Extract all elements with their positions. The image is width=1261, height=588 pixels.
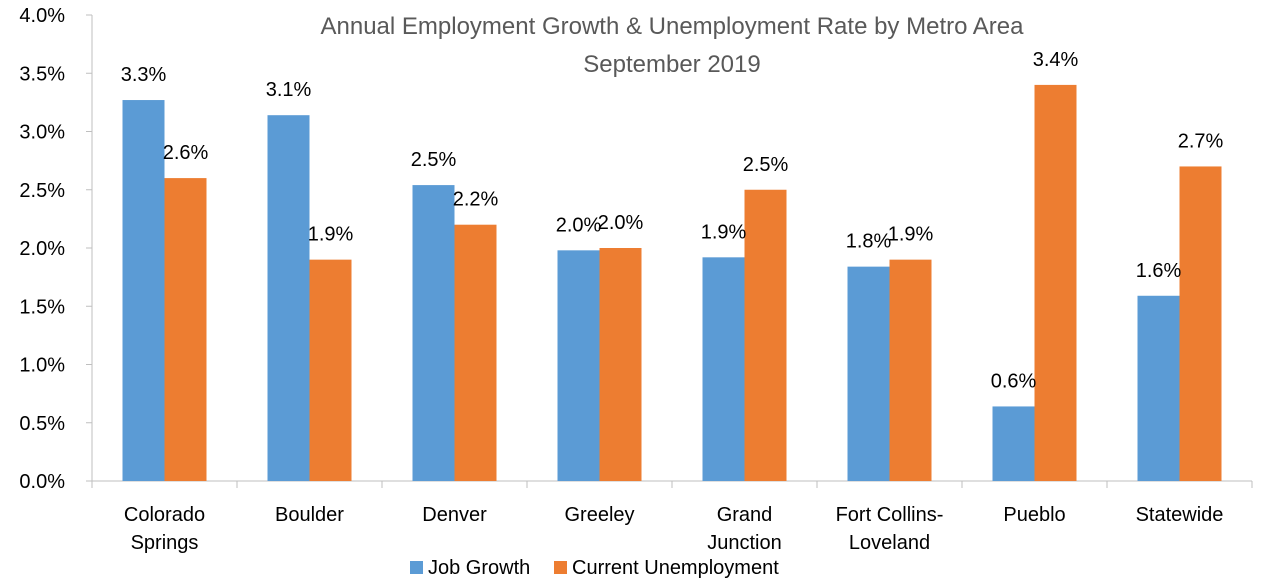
data-label: 2.6%	[163, 142, 209, 164]
data-label: 1.9%	[701, 221, 747, 243]
x-tick-label: Grand Junction	[707, 504, 782, 554]
y-tick-label: 0.0%	[19, 471, 65, 493]
bar-job-growth	[122, 100, 165, 482]
x-tick-label: Denver	[422, 504, 487, 526]
bar-job-growth	[702, 257, 745, 481]
x-tick-label: Boulder	[275, 504, 344, 526]
bar-job-growth	[992, 406, 1035, 481]
bar-job-growth	[267, 115, 310, 481]
y-tick-label: 2.0%	[19, 238, 65, 260]
data-label: 1.6%	[1136, 260, 1182, 282]
chart-subtitle: September 2019	[583, 51, 760, 78]
axes: 0.0% 0.5% 1.0% 1.5% 2.0% 2.5% 3.0% 3.5% 4.0% Colo…	[19, 5, 1253, 554]
legend-label: Current Unemployment	[572, 557, 779, 579]
x-tick-label: Pueblo	[1003, 504, 1065, 526]
legend: Job Growth Current Unemployment	[410, 557, 779, 579]
data-label: 3.1%	[266, 79, 312, 101]
data-label: 2.2%	[453, 189, 499, 211]
x-tick-label: Statewide	[1136, 504, 1224, 526]
bar-current-unemployment	[1034, 84, 1077, 482]
y-tick-label: 1.0%	[19, 355, 65, 377]
data-label: 3.3%	[121, 64, 167, 86]
bar-current-unemployment	[599, 248, 642, 481]
data-label: 2.5%	[411, 149, 457, 171]
y-tick-label: 3.0%	[19, 122, 65, 144]
bar-job-growth	[412, 185, 455, 481]
chart-title: Annual Employment Growth & Unemployment …	[321, 13, 1025, 40]
data-label: 2.5%	[743, 154, 789, 176]
bar-job-growth	[557, 250, 600, 481]
data-labels: 3.3%3.1%2.5%2.0% 1.9% 1.8%0.6%1.6%2.6%1.9%…	[121, 49, 1224, 393]
bar-current-unemployment	[164, 178, 207, 481]
data-label: 2.7%	[1178, 130, 1224, 152]
bar-current-unemployment	[309, 259, 352, 481]
data-label: 1.9%	[888, 224, 934, 246]
x-tick-label: Colorado Springs	[124, 504, 205, 554]
legend-swatch	[554, 561, 567, 574]
bars	[122, 84, 1222, 482]
data-label: 1.8%	[846, 231, 892, 253]
data-label: 2.0%	[598, 212, 644, 234]
x-tick-label: Greeley	[564, 504, 634, 526]
x-tick-label: Fort Collins-Loveland	[836, 504, 944, 554]
y-tick-label: 1.5%	[19, 296, 65, 318]
bar-job-growth	[847, 266, 890, 481]
y-tick-label: 0.5%	[19, 413, 65, 435]
bar-current-unemployment	[1179, 166, 1222, 481]
bar-current-unemployment	[744, 189, 787, 481]
data-label: 1.9%	[308, 224, 354, 246]
y-tick-label: 4.0%	[19, 5, 65, 27]
bar-job-growth	[1137, 295, 1180, 481]
bar-current-unemployment	[889, 259, 932, 481]
legend-swatch	[410, 561, 423, 574]
legend-label: Job Growth	[428, 557, 530, 579]
data-label: 0.6%	[991, 370, 1037, 392]
y-tick-label: 3.5%	[19, 63, 65, 85]
data-label: 2.0%	[556, 214, 602, 236]
y-tick-label: 2.5%	[19, 180, 65, 202]
bar-current-unemployment	[454, 224, 497, 481]
data-label: 3.4%	[1033, 49, 1079, 71]
